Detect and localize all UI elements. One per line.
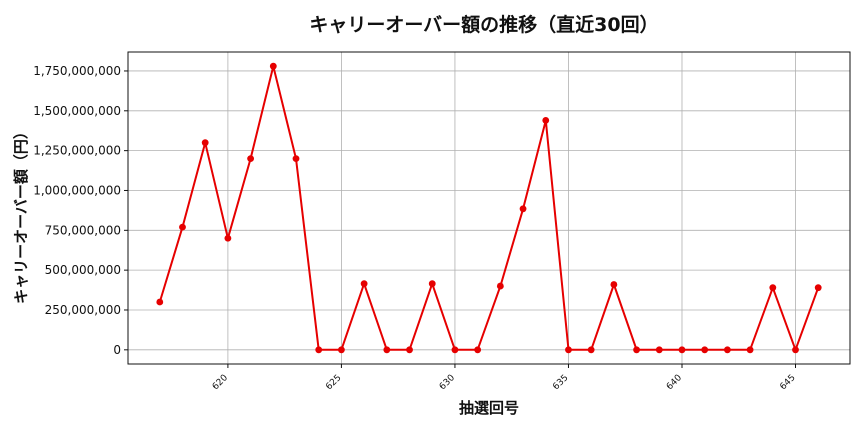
data-point bbox=[315, 346, 323, 354]
data-point bbox=[723, 346, 731, 354]
x-axis-ticks: 620 625 630 635 640 645 bbox=[211, 364, 798, 392]
y-tick-label: 500,000,000 bbox=[45, 263, 121, 277]
data-point bbox=[201, 139, 209, 147]
data-point bbox=[610, 281, 618, 288]
data-point bbox=[383, 346, 391, 354]
data-point bbox=[360, 280, 368, 288]
x-tick-label: 620 bbox=[211, 373, 230, 392]
y-axis-label: キャリーオーバー額（円） bbox=[12, 124, 30, 304]
data-point bbox=[247, 155, 255, 163]
data-point bbox=[428, 280, 436, 288]
data-point bbox=[269, 62, 277, 70]
data-point bbox=[179, 223, 186, 231]
y-axis-ticks: 0 250,000,000 500,000,000 750,000,000 1,000,… bbox=[33, 64, 128, 357]
data-point bbox=[542, 116, 550, 124]
data-point bbox=[338, 346, 345, 354]
data-point bbox=[406, 346, 413, 354]
data-point bbox=[655, 346, 663, 354]
y-tick-label: 1,750,000,000 bbox=[33, 64, 121, 78]
plot-area-frame bbox=[127, 51, 851, 365]
data-point bbox=[496, 282, 504, 290]
data-point bbox=[814, 284, 822, 292]
data-point bbox=[156, 298, 164, 306]
x-tick-label: 630 bbox=[438, 373, 457, 392]
data-point bbox=[701, 346, 709, 354]
chart-title: キャリーオーバー額の推移（直近30回） bbox=[309, 13, 658, 36]
data-point bbox=[769, 284, 777, 292]
x-axis-label: 抽選回号 bbox=[459, 399, 519, 417]
data-point bbox=[565, 346, 572, 354]
data-series bbox=[156, 62, 822, 354]
y-tick-label: 250,000,000 bbox=[45, 303, 121, 317]
grid-lines bbox=[128, 52, 850, 364]
y-tick-label: 1,250,000,000 bbox=[33, 144, 121, 158]
data-point bbox=[292, 155, 300, 163]
y-tick-label: 1,500,000,000 bbox=[33, 104, 121, 118]
x-tick-label: 635 bbox=[551, 373, 570, 392]
data-point bbox=[224, 234, 232, 242]
data-point bbox=[746, 346, 754, 354]
y-tick-label: 1,000,000,000 bbox=[33, 183, 121, 197]
y-tick-label: 750,000,000 bbox=[45, 223, 121, 237]
x-tick-label: 640 bbox=[665, 373, 684, 392]
y-tick-label: 0 bbox=[113, 343, 121, 357]
data-point bbox=[474, 346, 482, 354]
data-point bbox=[451, 346, 459, 354]
data-point bbox=[633, 346, 640, 354]
data-point bbox=[587, 346, 595, 354]
data-point bbox=[519, 205, 527, 213]
x-tick-label: 625 bbox=[324, 373, 343, 392]
x-tick-label: 645 bbox=[778, 373, 797, 392]
data-point bbox=[678, 346, 686, 354]
data-point bbox=[792, 346, 799, 354]
series-line bbox=[158, 65, 820, 351]
